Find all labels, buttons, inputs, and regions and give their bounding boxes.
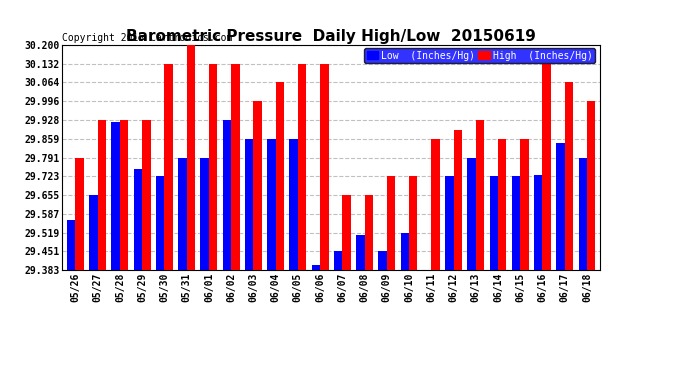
Bar [564,82,573,270]
Bar [512,176,520,270]
Bar [98,120,106,270]
Bar [253,101,262,270]
Bar [387,176,395,270]
Bar [67,220,75,270]
Bar [298,64,306,270]
Bar [378,251,387,270]
Bar [356,235,364,270]
Bar [75,158,84,270]
Bar [401,232,409,270]
Bar [587,101,595,270]
Bar [431,139,440,270]
Bar [453,130,462,270]
Bar [320,64,328,270]
Bar [142,120,150,270]
Text: Copyright 2015 Cartronics.com: Copyright 2015 Cartronics.com [62,33,233,43]
Bar [312,266,320,270]
Bar [200,158,209,270]
Bar [289,139,298,270]
Bar [245,139,253,270]
Bar [178,158,186,270]
Bar [134,169,142,270]
Bar [542,64,551,270]
Bar [112,122,120,270]
Bar [275,82,284,270]
Bar [476,120,484,270]
Bar [534,175,542,270]
Bar [120,120,128,270]
Bar [556,143,564,270]
Bar [498,139,506,270]
Bar [334,251,342,270]
Bar [164,64,173,270]
Bar [231,64,239,270]
Bar [520,139,529,270]
Bar [409,176,417,270]
Bar [89,195,98,270]
Bar [364,195,373,270]
Bar [209,64,217,270]
Bar [186,45,195,270]
Bar [489,176,498,270]
Bar [578,158,587,270]
Bar [467,158,476,270]
Legend: Low  (Inches/Hg), High  (Inches/Hg): Low (Inches/Hg), High (Inches/Hg) [364,48,595,63]
Bar [156,176,164,270]
Bar [223,120,231,270]
Bar [342,195,351,270]
Bar [267,139,275,270]
Title: Barometric Pressure  Daily High/Low  20150619: Barometric Pressure Daily High/Low 20150… [126,29,536,44]
Bar [445,176,453,270]
